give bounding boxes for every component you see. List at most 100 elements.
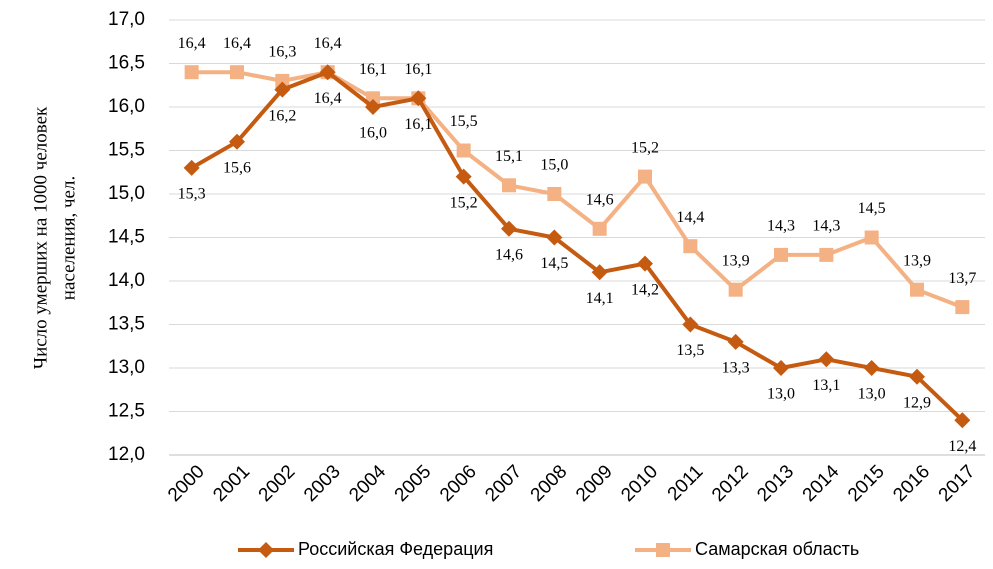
data-label: 15,2 bbox=[631, 139, 659, 156]
x-tick-label: 2011 bbox=[664, 461, 708, 505]
data-label: 14,5 bbox=[540, 255, 568, 272]
marker bbox=[502, 178, 516, 193]
y-tick-label: 15,0 bbox=[108, 183, 145, 204]
data-label: 16,1 bbox=[404, 61, 432, 78]
marker bbox=[909, 368, 925, 385]
legend-item: Российская Федерация bbox=[238, 539, 493, 559]
y-tick-label: 17,0 bbox=[108, 9, 145, 30]
data-label: 13,9 bbox=[722, 252, 750, 269]
data-label: 16,4 bbox=[223, 35, 251, 52]
data-label: 13,9 bbox=[903, 252, 931, 269]
data-label: 14,6 bbox=[495, 246, 523, 263]
data-label: 12,9 bbox=[903, 394, 931, 411]
x-tick-label: 2017 bbox=[935, 461, 980, 506]
series-line bbox=[190, 70, 964, 422]
marker bbox=[682, 316, 699, 333]
marker bbox=[546, 229, 563, 246]
x-tick-label: 2016 bbox=[889, 461, 934, 506]
marker bbox=[955, 300, 970, 315]
x-tick-label: 2005 bbox=[391, 461, 436, 506]
marker bbox=[410, 90, 427, 107]
marker bbox=[501, 220, 517, 237]
y-tick-label: 14,5 bbox=[108, 227, 145, 248]
x-tick-label: 2010 bbox=[617, 461, 662, 506]
data-label: 16,4 bbox=[178, 35, 206, 52]
y-tick-label: 16,5 bbox=[108, 53, 145, 74]
y-axis-label: Число умерших на 1000 человек bbox=[30, 106, 51, 369]
y-tick-label: 13,0 bbox=[108, 357, 145, 378]
marker bbox=[727, 333, 744, 350]
marker bbox=[184, 65, 199, 80]
data-label: 15,0 bbox=[540, 157, 568, 174]
data-label: 15,5 bbox=[450, 113, 478, 130]
y-tick-label: 14,0 bbox=[108, 270, 145, 291]
data-label: 14,1 bbox=[586, 290, 614, 307]
data-label: 13,5 bbox=[676, 342, 704, 359]
y-tick-label: 15,5 bbox=[108, 140, 145, 161]
data-label: 16,4 bbox=[314, 90, 342, 107]
marker bbox=[591, 264, 608, 281]
data-label: 16,2 bbox=[268, 107, 296, 124]
marker bbox=[819, 247, 834, 262]
marker bbox=[456, 143, 471, 158]
marker bbox=[637, 255, 653, 272]
marker bbox=[864, 230, 879, 245]
marker bbox=[229, 133, 245, 150]
marker bbox=[773, 360, 789, 376]
marker bbox=[365, 99, 381, 115]
data-label: 14,2 bbox=[631, 281, 659, 298]
data-label: 14,5 bbox=[858, 200, 886, 217]
x-tick-label: 2004 bbox=[345, 461, 390, 506]
marker bbox=[910, 282, 924, 297]
data-label: 16,1 bbox=[359, 61, 387, 78]
data-label: 14,6 bbox=[586, 191, 614, 208]
marker bbox=[547, 187, 562, 201]
data-label: 12,4 bbox=[948, 438, 976, 455]
marker bbox=[319, 64, 336, 81]
data-label: 13,0 bbox=[767, 386, 795, 403]
marker bbox=[638, 169, 652, 184]
marker bbox=[274, 81, 291, 98]
data-label: 13,7 bbox=[948, 270, 976, 287]
y-tick-label: 12,5 bbox=[108, 401, 145, 422]
x-tick-label: 2013 bbox=[753, 461, 798, 506]
marker bbox=[275, 73, 290, 88]
x-tick-label: 2009 bbox=[572, 461, 617, 506]
data-label: 16,1 bbox=[404, 116, 432, 133]
data-label: 14,3 bbox=[812, 218, 840, 235]
x-tick-label: 2002 bbox=[255, 461, 300, 506]
x-tick-label: 2000 bbox=[164, 461, 209, 506]
marker bbox=[863, 360, 880, 376]
x-tick-label: 2006 bbox=[436, 461, 481, 506]
x-tick-label: 2014 bbox=[799, 461, 844, 506]
marker bbox=[818, 351, 835, 368]
data-label: 13,1 bbox=[812, 377, 840, 394]
legend-item: Самарская область bbox=[635, 539, 859, 559]
marker bbox=[728, 282, 743, 297]
marker bbox=[954, 412, 971, 429]
x-tick-label: 2007 bbox=[481, 461, 526, 506]
y-tick-label: 12,0 bbox=[108, 444, 145, 465]
data-label: 15,1 bbox=[495, 148, 523, 165]
x-tick-label: 2001 bbox=[209, 461, 254, 506]
data-label: 15,6 bbox=[223, 159, 251, 176]
legend-label: Самарская область bbox=[695, 539, 859, 559]
data-label: 15,3 bbox=[178, 186, 206, 203]
legend-label: Российская Федерация bbox=[298, 539, 493, 559]
y-tick-label: 13,5 bbox=[108, 314, 145, 335]
x-tick-label: 2003 bbox=[300, 461, 345, 506]
data-label: 14,3 bbox=[767, 218, 795, 235]
x-tick-label: 2008 bbox=[527, 461, 572, 506]
x-tick-label: 2015 bbox=[844, 461, 889, 506]
marker bbox=[683, 239, 698, 254]
marker bbox=[592, 221, 607, 236]
data-label: 16,0 bbox=[359, 125, 387, 142]
marker bbox=[455, 168, 472, 185]
marker bbox=[258, 542, 274, 558]
data-label: 16,4 bbox=[314, 35, 342, 52]
data-label: 15,2 bbox=[450, 194, 478, 211]
data-label: 16,3 bbox=[268, 44, 296, 61]
marker bbox=[183, 159, 200, 176]
marker bbox=[774, 247, 788, 262]
